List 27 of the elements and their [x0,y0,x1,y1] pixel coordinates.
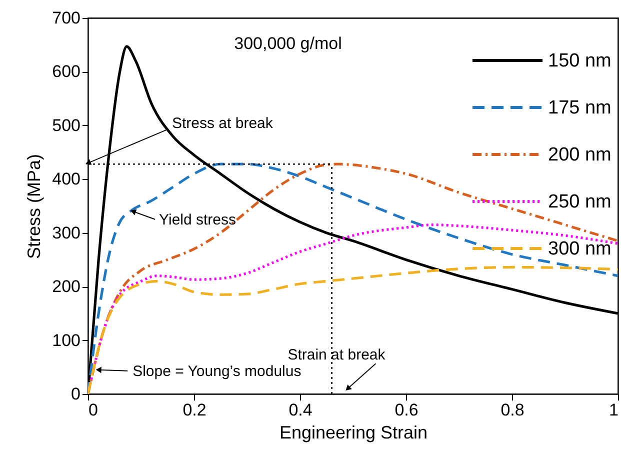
x-tick-label: 0.6 [394,400,418,420]
x-tick-label: 0.2 [182,400,206,420]
y-tick-label: 700 [52,8,80,28]
annotation: Slope = Young’s modulus [132,362,302,380]
x-tick-label: 0.4 [288,400,312,420]
annotation: Strain at break [288,346,386,364]
annotation: 300,000 g/mol [234,34,342,53]
line-series [88,266,618,394]
y-tick-label: 400 [52,170,80,189]
x-axis-title: Engineering Strain [279,422,428,442]
y-tick-label: 600 [52,62,80,82]
legend-label: 300 nm [548,238,612,260]
y-tick-label: 0 [71,384,80,404]
annotation: Stress at break [172,115,274,132]
legend-label: 200 nm [548,144,612,166]
annotation: Yield stress [159,211,236,228]
y-tick-label: 300 [52,223,80,242]
x-tick-label: 0 [88,400,98,420]
x-tick-label: 1 [609,400,618,420]
y-tick-label: 100 [52,330,80,350]
x-tick-label: 0.8 [500,400,524,420]
legend-label: 250 nm [548,192,612,212]
legend-label: 175 nm [548,98,612,118]
y-tick-label: 200 [52,277,80,296]
y-axis-title: Stress (MPa) [24,154,44,260]
y-tick-label: 500 [52,116,80,135]
legend-label: 150 nm [548,50,612,72]
